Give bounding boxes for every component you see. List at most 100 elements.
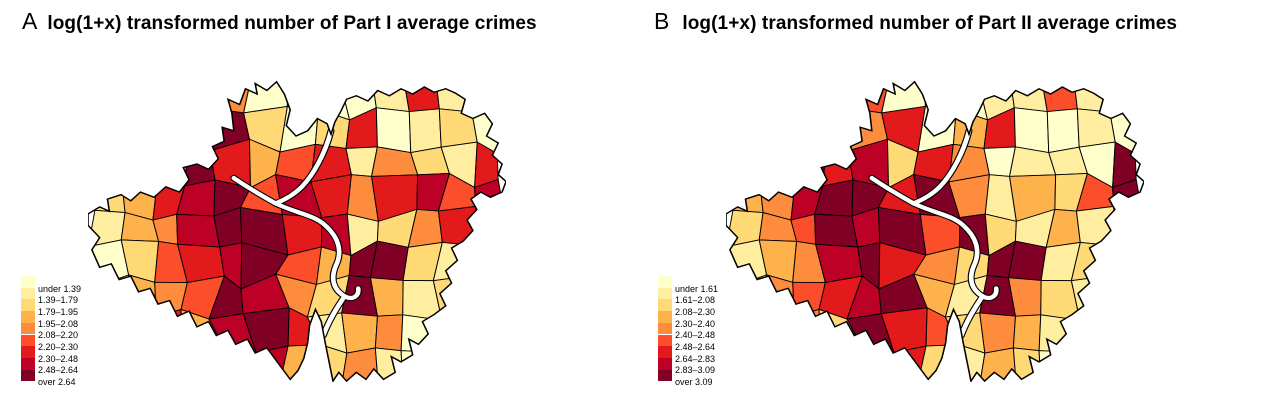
map-region — [1038, 350, 1086, 382]
panel-b-title: log(1+x) transformed number of Part II a… — [682, 13, 1178, 34]
map-region — [441, 351, 480, 382]
legend-swatch — [658, 369, 672, 382]
panel-b-choropleth-map — [726, 80, 1144, 382]
map-region — [88, 116, 127, 151]
map-region — [726, 344, 767, 382]
map-region — [1013, 107, 1050, 154]
map-region — [726, 307, 766, 353]
legend-swatch — [21, 311, 35, 323]
legend-swatch — [21, 334, 35, 347]
map-region — [818, 81, 855, 117]
river — [911, 128, 972, 206]
map-region — [1113, 205, 1144, 247]
city-boundary — [726, 80, 1144, 382]
legend-swatch — [658, 322, 672, 335]
map-region — [182, 340, 223, 382]
river — [273, 128, 334, 206]
map-region — [1046, 108, 1080, 154]
legend-swatch — [658, 299, 672, 312]
map-region — [979, 312, 1017, 354]
map-region — [112, 109, 158, 150]
map-region — [126, 274, 157, 318]
map-region — [375, 107, 412, 154]
panel-b: B log(1+x) transformed number of Part II… — [634, 0, 1269, 414]
map-region — [820, 340, 861, 382]
panel-a-legend: under 1.39 1.39–1.79 1.79–1.95 1.95–2.08 2.0… — [21, 276, 151, 398]
map-region — [374, 314, 404, 352]
map-region — [180, 108, 217, 152]
map-region — [1073, 81, 1111, 113]
map-region — [1070, 275, 1110, 321]
legend-label: 2.48–2.64 — [675, 342, 716, 352]
map-region — [180, 81, 217, 117]
map-region — [144, 81, 187, 116]
legend-label: 1.79–1.95 — [38, 306, 79, 317]
river — [869, 175, 916, 206]
legend-swatch — [658, 334, 672, 347]
legend-label: 2.30–2.48 — [38, 353, 79, 364]
map-region — [88, 307, 128, 353]
map-region — [341, 347, 379, 382]
map-region — [750, 109, 796, 150]
map-region — [469, 243, 506, 288]
legend-label: 2.20–2.30 — [38, 342, 79, 352]
panel-b-letter: B — [654, 8, 670, 34]
map-region — [750, 81, 791, 118]
map-region — [1103, 352, 1144, 382]
map-region — [372, 81, 410, 113]
river — [273, 201, 361, 301]
panel-a-title: log(1+x) transformed number of Part I av… — [47, 13, 537, 34]
map-region — [818, 108, 855, 152]
map-region — [432, 275, 472, 321]
panel-b-legend: under 1.61 1.61–2.08 2.08–2.30 2.30–2.40 2.4… — [658, 276, 788, 398]
legend-label: over 3.09 — [675, 377, 713, 388]
map-region — [91, 139, 126, 188]
legend-swatch — [658, 357, 672, 370]
map-region — [88, 274, 130, 309]
legend-swatch — [658, 311, 672, 323]
legend-label: 1.95–2.08 — [38, 318, 79, 329]
legend-swatch — [21, 299, 35, 312]
map-region — [814, 213, 859, 248]
legend-label: over 2.64 — [38, 377, 76, 388]
legend-label: 2.48–2.64 — [38, 365, 79, 376]
legend-label: under 1.39 — [38, 283, 82, 294]
legend-swatch — [21, 322, 35, 335]
legend-swatch — [658, 287, 672, 300]
river — [320, 294, 347, 338]
choropleth-svg — [726, 80, 1144, 382]
map-region — [408, 108, 442, 154]
legend-label: 1.39–1.79 — [38, 295, 79, 306]
map-region — [814, 179, 854, 217]
map-region — [789, 109, 828, 149]
map-region — [153, 345, 188, 382]
panel-a-title-row: A log(1+x) transformed number of Part I … — [22, 9, 537, 36]
river — [231, 175, 278, 206]
map-region — [400, 350, 448, 382]
map-region — [1075, 205, 1117, 247]
map-region — [1007, 240, 1047, 281]
map-region — [1105, 81, 1144, 113]
map-region — [286, 81, 320, 110]
map-region — [125, 351, 158, 382]
city-boundary — [88, 80, 506, 382]
choropleth-svg — [88, 80, 506, 382]
panel-b-title-row: B log(1+x) transformed number of Part II… — [654, 9, 1177, 36]
legend-label: 2.08–2.20 — [38, 330, 79, 341]
map-region — [467, 81, 506, 113]
legend-label: 1.61–2.08 — [675, 295, 716, 306]
map-region — [858, 340, 895, 382]
legend-swatch — [21, 346, 35, 358]
map-region — [121, 147, 158, 189]
map-region — [437, 205, 479, 247]
map-region — [763, 351, 796, 382]
map-region — [125, 307, 157, 356]
river — [958, 294, 985, 338]
legend-label: 2.40–2.48 — [675, 330, 716, 341]
map-region — [1010, 81, 1048, 113]
map-region — [438, 108, 478, 148]
map-region — [242, 307, 290, 354]
map-region — [1040, 81, 1078, 113]
legend-swatch — [658, 346, 672, 358]
